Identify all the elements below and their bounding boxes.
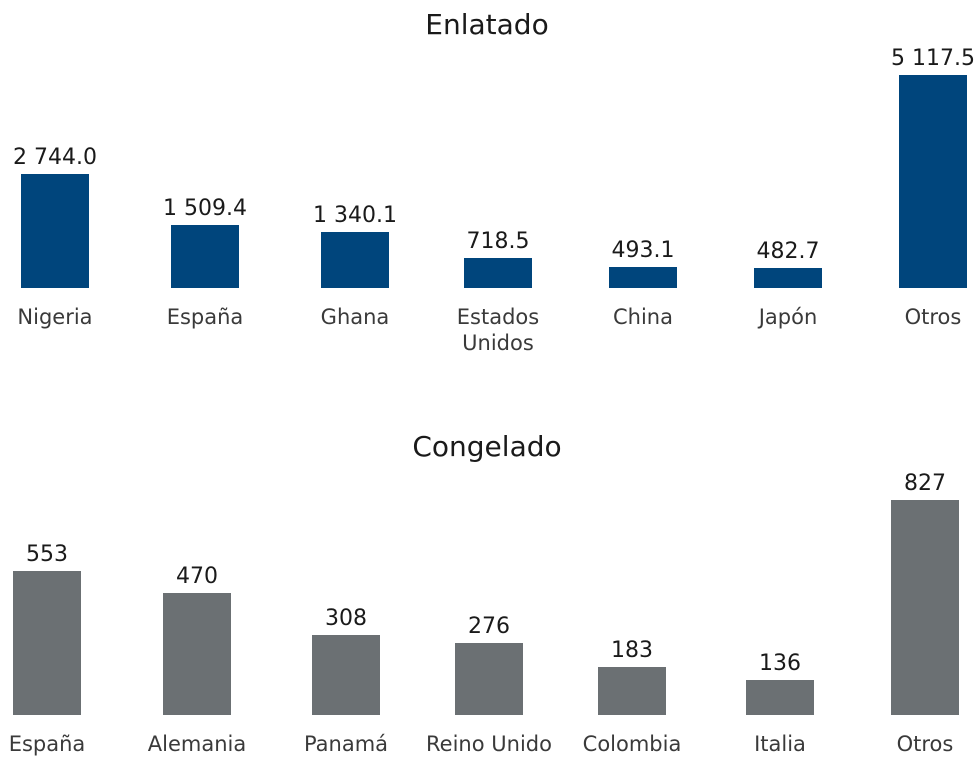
category-label: Otros [904,305,962,329]
category-label: Ghana [320,305,390,329]
value-label: 1 509.4 [163,196,247,222]
value-label: 718.5 [466,229,530,255]
bar [609,267,677,288]
bar [163,592,231,715]
category-label: España [8,732,86,756]
value-label: 470 [176,563,218,589]
value-label: 308 [325,605,367,631]
chart-title: Enlatado [425,8,549,41]
value-label: 1 340.1 [313,203,397,229]
bar [899,75,967,288]
category-label: Reino Unido [426,732,552,756]
value-label: 136 [759,650,801,676]
value-label: 553 [26,542,68,568]
value-label: 482.7 [756,238,820,264]
category-label: Alemania [147,732,247,756]
bar [464,258,532,288]
bar [21,173,89,288]
category-label: Japón [758,305,818,329]
category-label: Estados Unidos [456,305,540,355]
value-label: 493.1 [611,238,675,264]
bar [598,667,666,715]
bar [455,643,523,715]
category-label: Otros [896,732,954,756]
value-label: 5 117.5 [891,46,974,71]
bar [312,634,380,715]
bar [321,232,389,288]
category-label: España [166,305,244,329]
category-label: China [613,305,673,329]
value-label: 827 [904,471,946,496]
chart-title: Congelado [412,430,562,463]
category-label: Colombia [582,732,682,756]
bar [171,225,239,288]
category-label: Nigeria [17,305,93,329]
value-label: 276 [468,614,510,640]
value-label: 183 [611,638,653,664]
value-label: 2 744.0 [13,144,97,170]
category-label: Italia [754,732,806,756]
bar [754,267,822,288]
bar [13,571,81,715]
bar [891,500,959,715]
bar [746,679,814,715]
category-label: Panamá [303,732,389,756]
